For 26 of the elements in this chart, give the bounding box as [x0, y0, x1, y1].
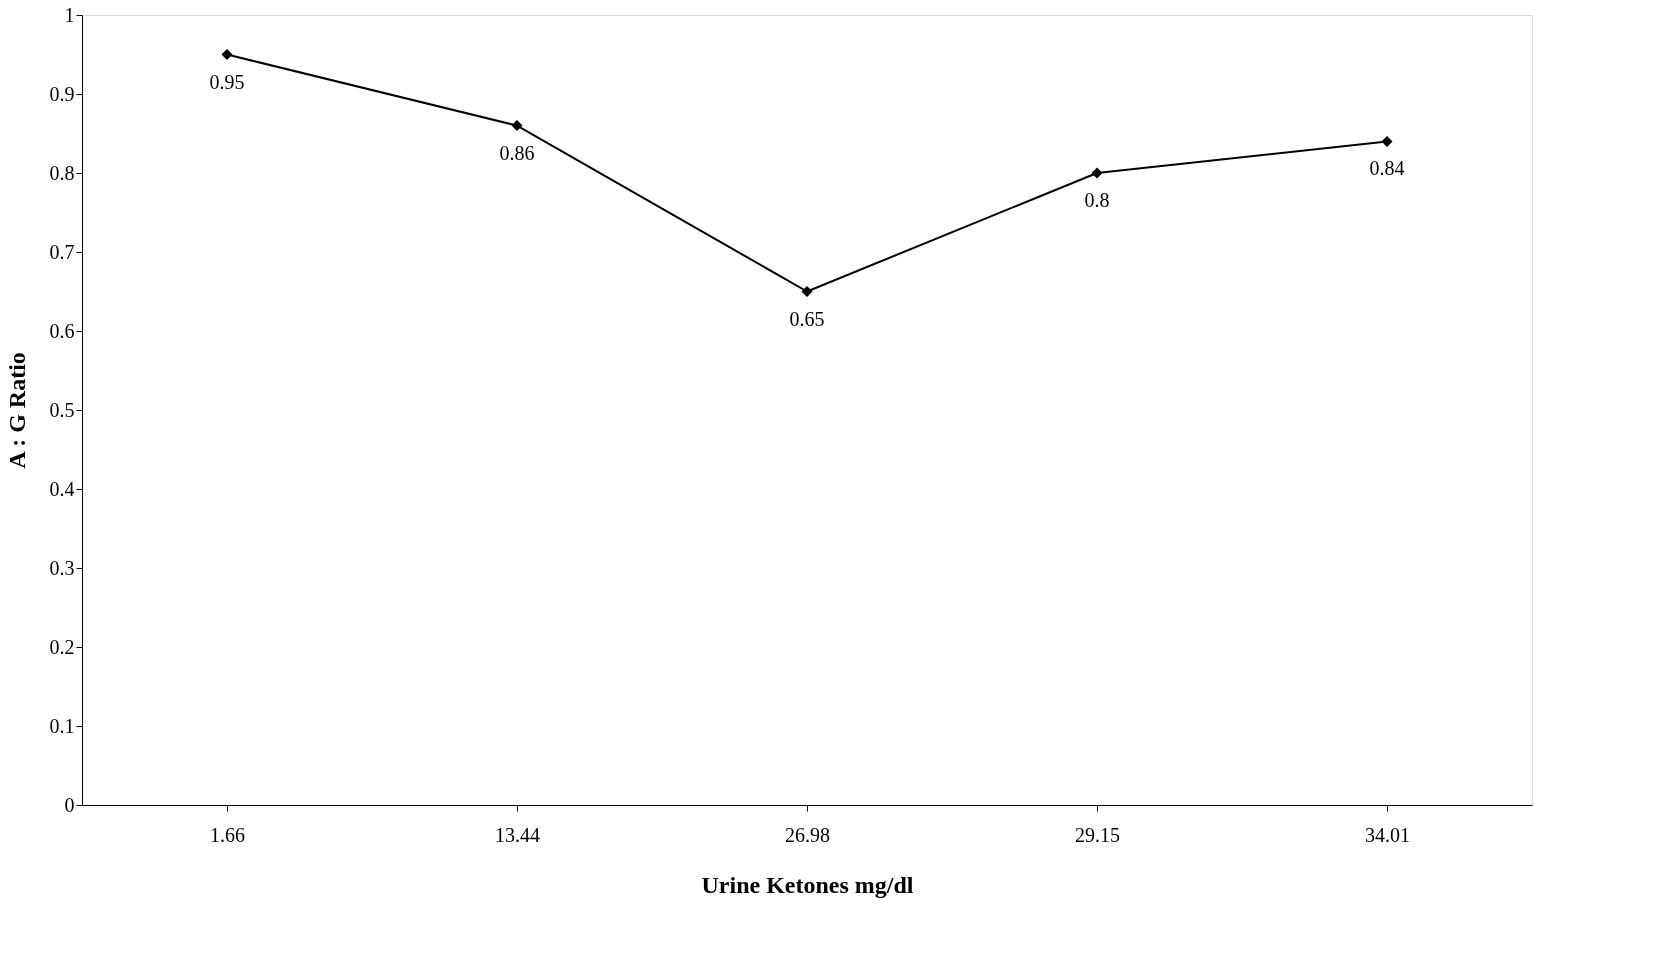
x-axis-title: Urine Ketones mg/dl: [701, 871, 914, 898]
point: [511, 120, 523, 132]
y-tick-label: 0.8: [49, 161, 75, 184]
y-tick-label: 0.4: [49, 477, 75, 500]
data-label: 0.65: [789, 307, 825, 330]
data-label: 0.8: [1084, 189, 1110, 211]
data-label: 0.86: [499, 141, 535, 164]
y-tick-label: 0.6: [49, 319, 75, 342]
x-tick-label: 29.15: [1075, 823, 1120, 846]
y-tick-label: 0.3: [49, 556, 75, 579]
x-tick-label: 34.01: [1365, 823, 1410, 846]
point: [1091, 167, 1103, 179]
y-tick-label: 0.2: [49, 635, 75, 658]
y-tick-label: 0.1: [49, 714, 75, 737]
y-tick-label: 0.9: [49, 82, 75, 105]
y-tick-label: 0: [64, 793, 75, 816]
y-tick-label: 0.7: [49, 240, 75, 263]
x-tick-label: 26.98: [785, 823, 830, 846]
y-tick-label: 0.5: [49, 398, 75, 421]
point: [1381, 135, 1393, 147]
data-label: 0.95: [209, 70, 245, 93]
x-tick-label: 1.66: [210, 823, 245, 846]
y-tick-label: 1: [64, 3, 75, 26]
x-tick-label: 13.44: [495, 823, 540, 846]
data-label: 0.84: [1369, 157, 1405, 180]
y-axis-title: A : G Ratio: [3, 352, 30, 469]
